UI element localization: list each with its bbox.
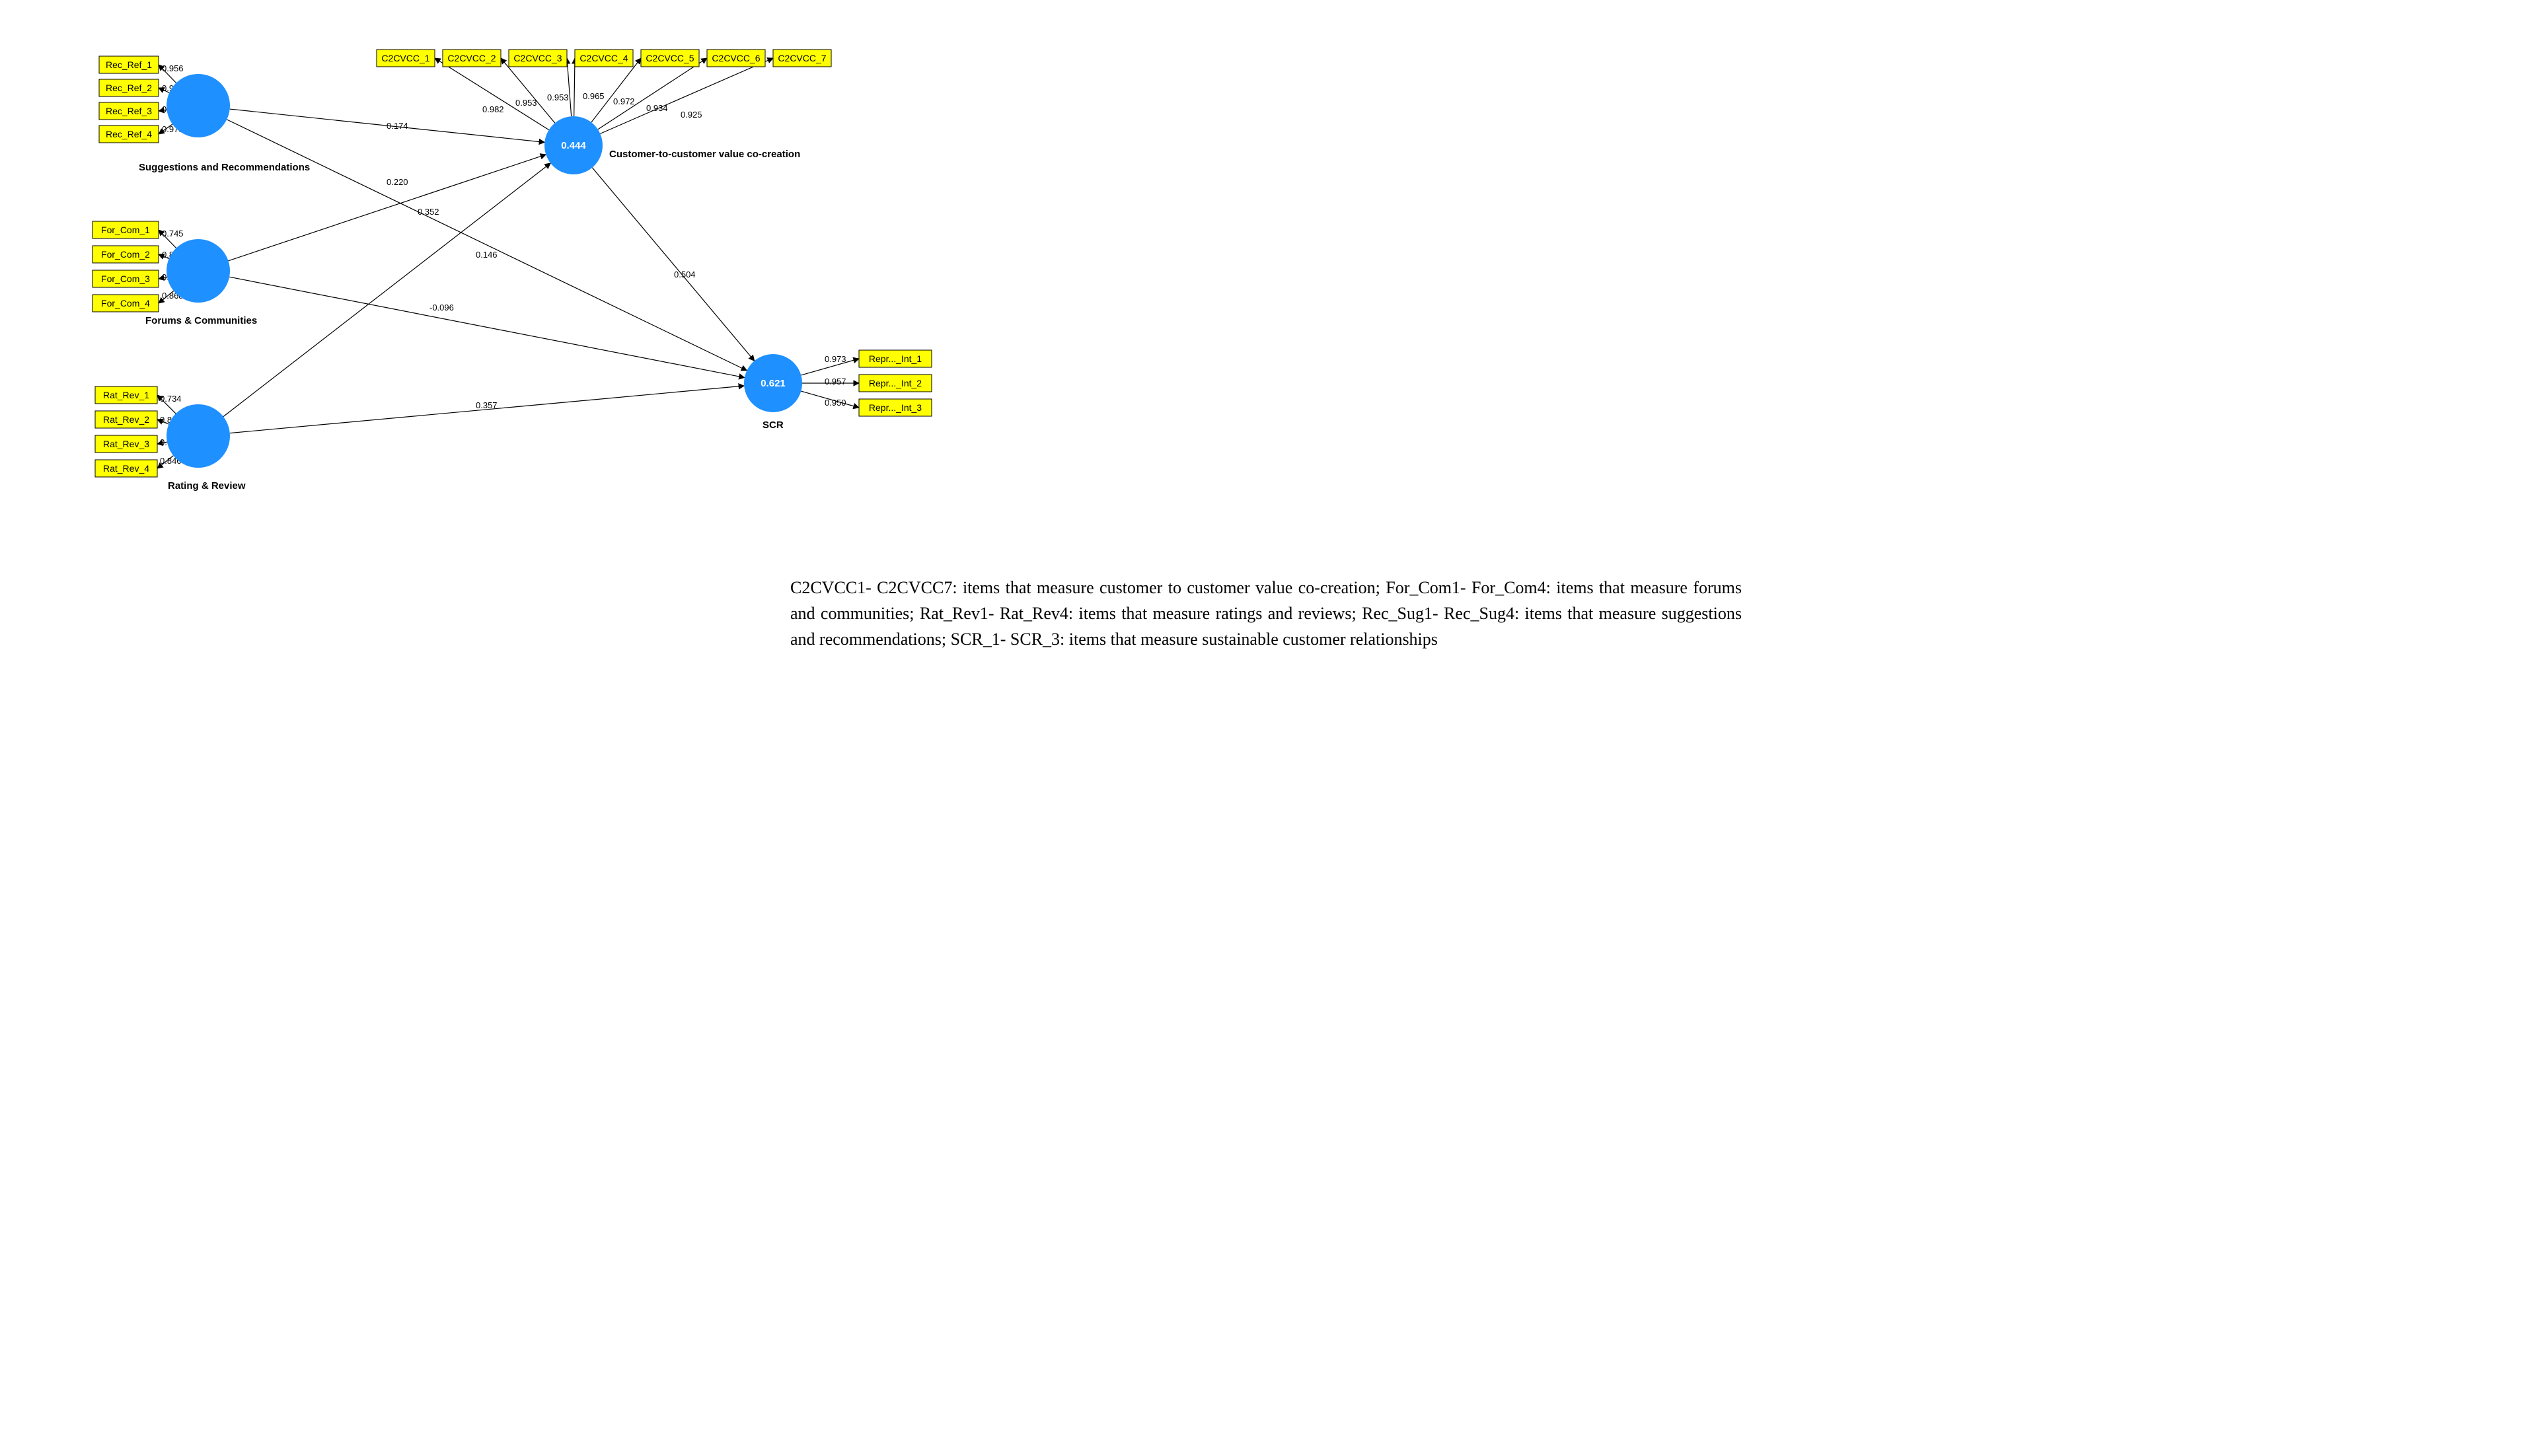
indicator-label: Repr..._Int_3: [869, 402, 922, 413]
construct-label: Customer-to-customer value co-creation: [609, 149, 800, 160]
path-coefficient: 0.357: [476, 400, 498, 410]
construct-node: [167, 74, 230, 137]
path-coefficient: -0.096: [429, 303, 454, 312]
indicator-label: For_Com_1: [101, 225, 150, 235]
construct-r2: 0.621: [761, 378, 786, 389]
indicator-label: Rec_Ref_4: [106, 129, 152, 139]
loading-arrow: [435, 58, 549, 130]
indicator-label: C2CVCC_2: [447, 53, 496, 63]
loading-value: 0.953: [515, 98, 537, 108]
path-coefficient: 0.504: [674, 270, 696, 279]
indicator-label: C2CVCC_6: [712, 53, 760, 63]
loading-value: 0.972: [613, 96, 635, 106]
path-coefficient: 0.174: [387, 121, 408, 131]
indicator-label: C2CVCC_5: [646, 53, 694, 63]
construct-r2: 0.444: [561, 140, 586, 151]
indicator-label: Rat_Rev_2: [103, 414, 149, 425]
indicator-label: Rat_Rev_3: [103, 439, 149, 449]
indicator-label: Rec_Ref_2: [106, 83, 152, 93]
loading-value: 0.953: [547, 92, 569, 102]
structural-path: [229, 277, 745, 377]
loading-value: 0.745: [162, 229, 184, 238]
loading-value: 0.934: [646, 103, 668, 113]
indicator-label: Rat_Rev_1: [103, 390, 149, 400]
indicator-label: C2CVCC_7: [778, 53, 826, 63]
indicator-label: Repr..._Int_2: [869, 378, 922, 388]
indicator-label: C2CVCC_3: [513, 53, 562, 63]
sem-diagram: 0.174 0.220 0.352 0.146 -0.096 0.357 0.504 0.95…: [13, 13, 978, 555]
indicator-label: Rat_Rev_4: [103, 463, 149, 474]
path-coefficient: 0.352: [418, 207, 439, 217]
indicator-label: Rec_Ref_3: [106, 106, 152, 116]
diagram-container: 0.174 0.220 0.352 0.146 -0.096 0.357 0.504 0.95…: [13, 13, 2519, 555]
loading-value: 0.957: [825, 377, 846, 386]
construct-node: [167, 239, 230, 303]
loading-value: 0.734: [160, 394, 182, 404]
loading-value: 0.925: [681, 110, 702, 120]
loading-value: 0.973: [825, 354, 846, 364]
construct-label: SCR: [763, 419, 784, 431]
construct-label: Suggestions and Recommendations: [139, 162, 310, 173]
indicator-label: Repr..._Int_1: [869, 353, 922, 364]
structural-path: [223, 163, 550, 417]
construct-label: Rating & Review: [168, 480, 246, 491]
loading-arrow: [501, 58, 555, 123]
caption-text: C2CVCC1- C2CVCC7: items that measure cus…: [790, 575, 1742, 652]
loading-value: 0.965: [583, 91, 605, 101]
construct-node: [167, 404, 230, 468]
indicator-label: For_Com_3: [101, 273, 150, 284]
path-coefficient: 0.146: [476, 250, 498, 260]
loading-arrow: [591, 58, 641, 122]
structural-path: [592, 168, 754, 361]
indicator-label: For_Com_2: [101, 249, 150, 260]
loading-value: 0.956: [162, 63, 184, 73]
path-coefficient: 0.220: [387, 177, 408, 187]
loading-arrow: [567, 58, 572, 116]
loading-value: 0.950: [825, 398, 846, 408]
indicator-label: C2CVCC_1: [381, 53, 429, 63]
loading-value: 0.982: [482, 104, 504, 114]
construct-label: Forums & Communities: [145, 315, 257, 326]
indicator-label: C2CVCC_4: [579, 53, 628, 63]
indicator-label: For_Com_4: [101, 298, 150, 309]
indicator-label: Rec_Ref_1: [106, 59, 152, 70]
